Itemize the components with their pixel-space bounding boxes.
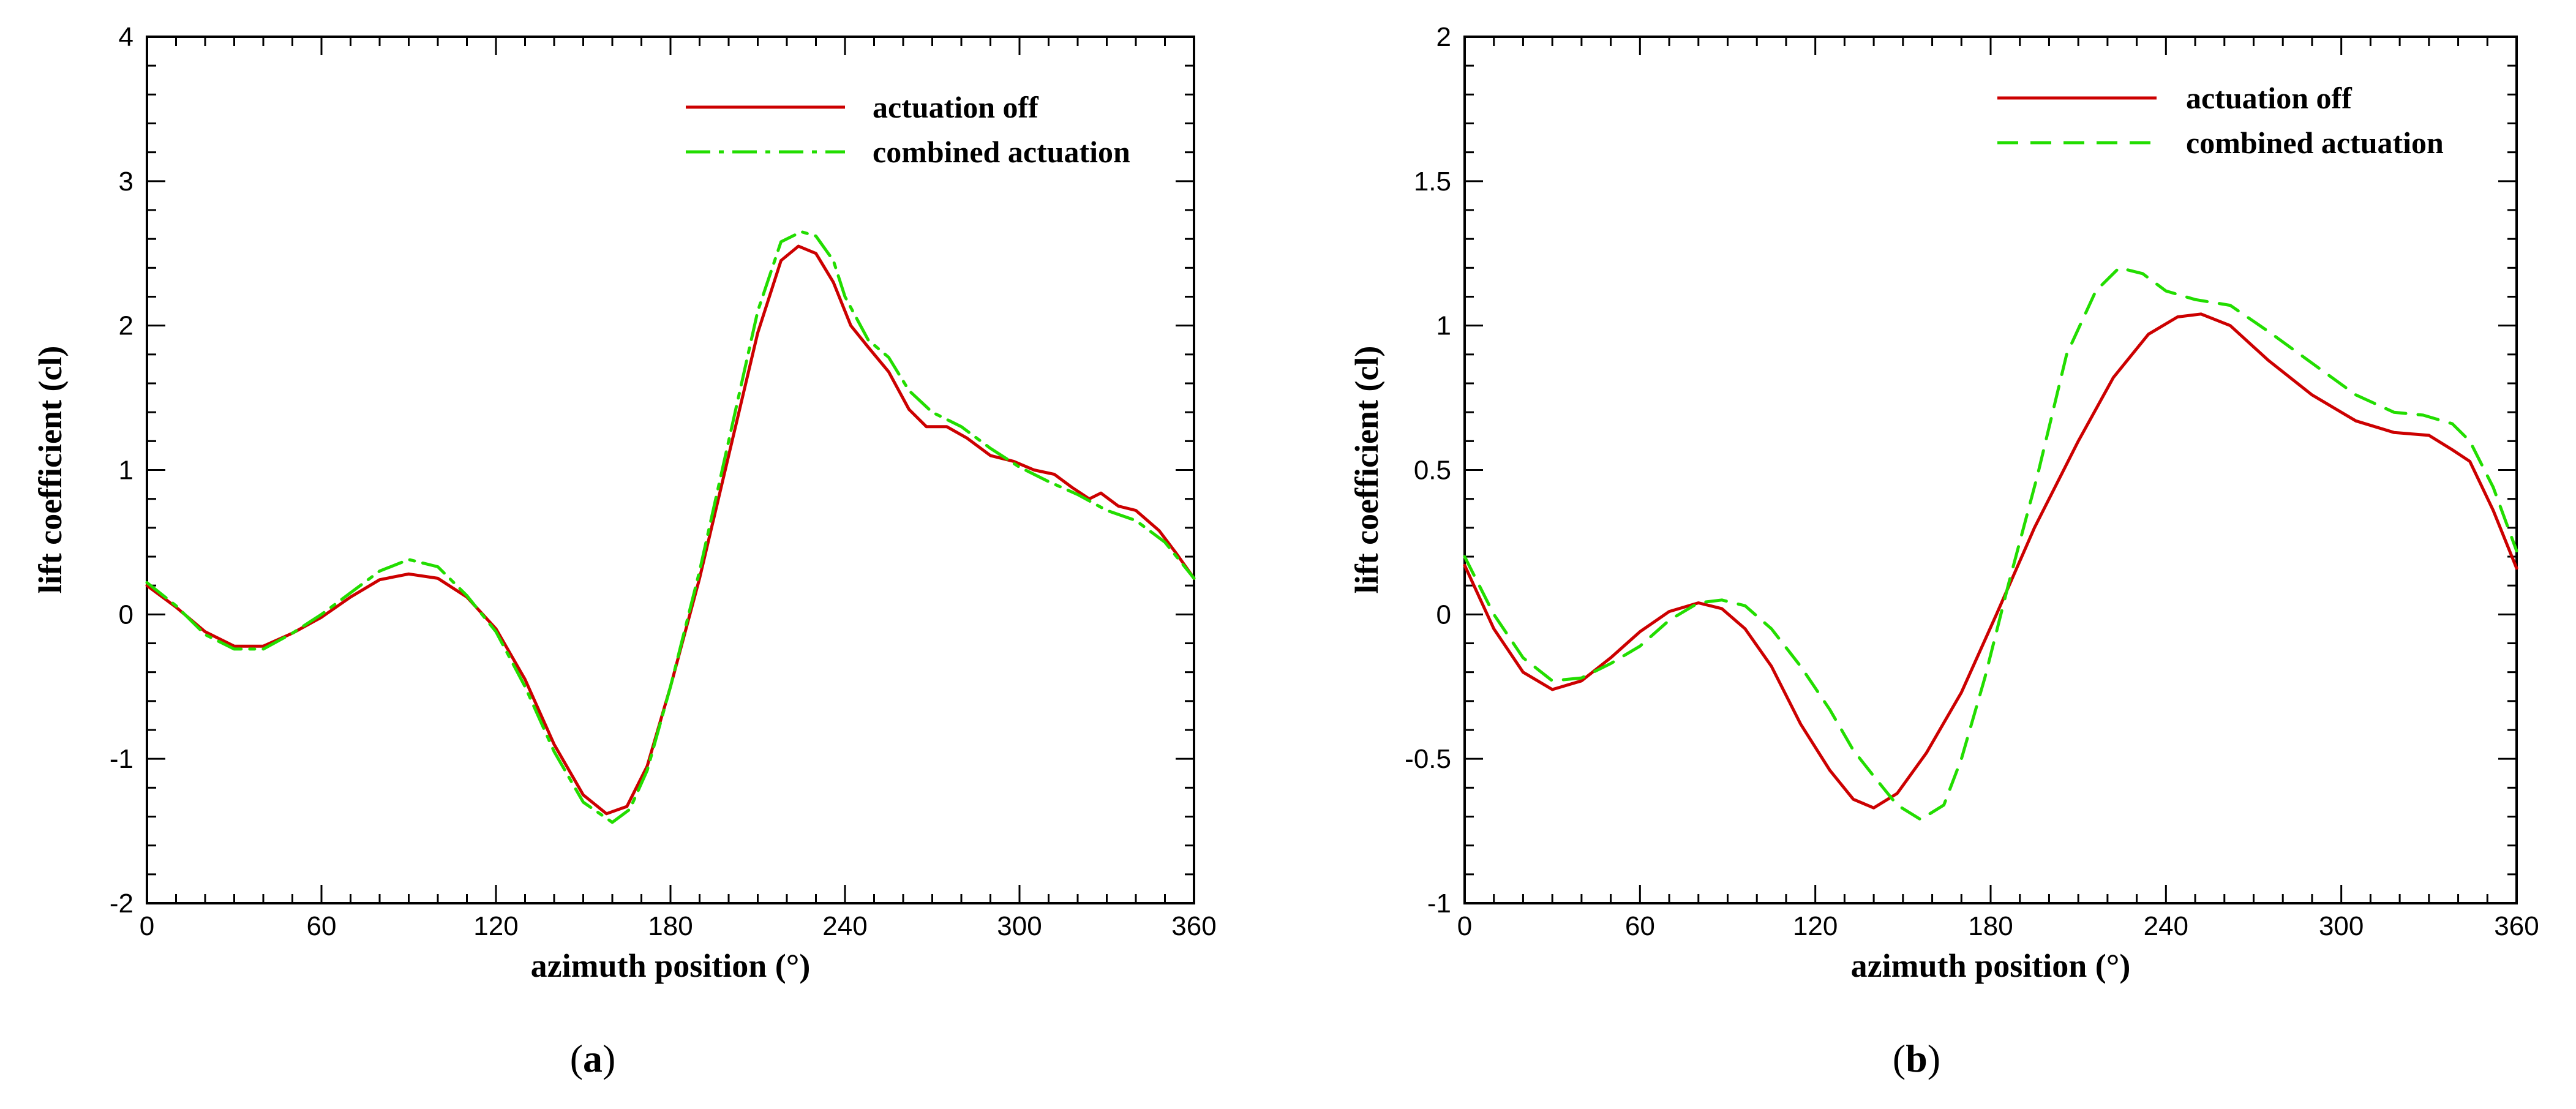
legend-label-actuation-off-a: actuation off (873, 90, 1039, 124)
x-tick-label: 120 (1793, 911, 1838, 941)
caption-b: (b) (1893, 1037, 1940, 1080)
y-tick-label: 4 (119, 22, 133, 52)
tick-labels-b: 0 60 120 180 240 300 360 -1 -0.5 0 0.5 1 1.5 2 (1405, 22, 2539, 941)
series-group-a (145, 230, 1196, 824)
x-axis-title-b: azimuth position (°) (1851, 947, 2131, 984)
x-tick-label: 60 (1625, 911, 1655, 941)
x-tick-label: 300 (2319, 911, 2364, 941)
x-tick-label: 180 (1968, 911, 2013, 941)
x-axis-title-a: azimuth position (°) (531, 947, 811, 984)
legend-a: actuation off combined actuation (686, 90, 1130, 169)
y-tick-label: -1 (110, 744, 133, 774)
y-tick-label: -2 (110, 889, 133, 919)
tick-labels-a: 0 60 120 180 240 300 360 -2 -1 0 1 2 3 4 (110, 22, 1217, 941)
plot-frame-b (1463, 36, 2518, 904)
x-tick-label: 180 (648, 911, 693, 941)
y-tick-label: 1 (119, 456, 133, 486)
y-tick-label: 0 (1436, 600, 1451, 630)
legend-label-actuation-off-b: actuation off (2186, 81, 2353, 115)
x-tick-label: 120 (473, 911, 518, 941)
caption-b-letter: b (1906, 1037, 1928, 1080)
x-tick-label: 0 (140, 911, 154, 941)
x-tick-label: 360 (1171, 911, 1216, 941)
series-line-combined-actuation-b (1463, 266, 2518, 821)
x-tick-label: 240 (822, 911, 867, 941)
chart-panel-b: 0 60 120 180 240 300 360 -1 -0.5 0 0.5 1 1.5 2 azimut… (1348, 22, 2539, 984)
y-tick-label: -1 (1427, 889, 1451, 919)
caption-a-close: ) (603, 1037, 615, 1080)
legend-b: actuation off combined actuation (1997, 81, 2444, 160)
y-axis-title-a: lift coefficient (cl) (32, 346, 69, 594)
series-line-actuation-off-b (1463, 312, 2518, 810)
x-tick-label: 0 (1457, 911, 1472, 941)
legend-label-combined-actuation-a: combined actuation (873, 135, 1130, 169)
x-tick-label: 60 (307, 911, 337, 941)
caption-a-open: ( (570, 1037, 583, 1080)
y-tick-label: -0.5 (1405, 744, 1451, 774)
plot-frame-a (146, 36, 1195, 904)
series-line-combined-actuation-a (145, 230, 1196, 824)
caption-a-letter: a (583, 1037, 603, 1080)
series-line-actuation-off-a (145, 244, 1196, 816)
series-group-b (1463, 266, 2518, 821)
y-axis-title-b: lift coefficient (cl) (1348, 346, 1385, 594)
x-tick-label: 240 (2144, 911, 2188, 941)
axis-ticks-b (1463, 36, 2518, 904)
caption-a: (a) (570, 1037, 616, 1080)
y-tick-label: 2 (1436, 22, 1451, 52)
y-tick-label: 1 (1436, 311, 1451, 341)
legend-label-combined-actuation-b: combined actuation (2186, 126, 2444, 160)
y-tick-label: 2 (119, 311, 133, 341)
y-tick-label: 0.5 (1414, 456, 1451, 486)
x-tick-label: 300 (997, 911, 1042, 941)
caption-b-open: ( (1893, 1037, 1906, 1080)
y-tick-label: 3 (119, 167, 133, 197)
chart-panel-a: 0 60 120 180 240 300 360 -2 -1 0 1 2 3 4 azimuth posi… (32, 22, 1217, 984)
y-tick-label: 0 (119, 600, 133, 630)
caption-b-close: ) (1928, 1037, 1940, 1080)
y-tick-label: 1.5 (1414, 167, 1451, 197)
x-tick-label: 360 (2494, 911, 2539, 941)
